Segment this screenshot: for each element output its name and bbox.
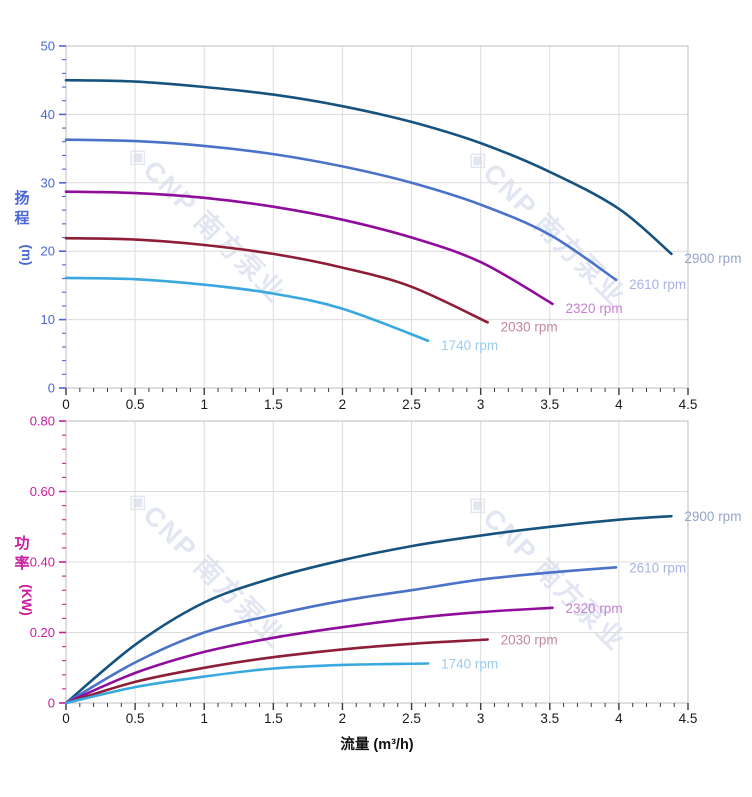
x-tick-label: 2.5 [402, 397, 421, 412]
head-curve-2610-rpm [64, 138, 618, 282]
plot-border [65, 45, 689, 389]
cnp-watermark: ◈CNP 南方泵业 [121, 138, 292, 309]
y-tick-label: 0.40 [30, 555, 55, 570]
power-curve-1740-rpm [64, 662, 430, 705]
y-axis-unit: (KW) [19, 584, 34, 615]
watermark-text: CNP 南方泵业 [137, 499, 292, 654]
x-tick-label: 4 [615, 711, 623, 726]
y-tick-label: 20 [41, 244, 55, 259]
rpm-label-2030-rpm: 2030 rpm [501, 633, 558, 648]
x-tick-label: 4.5 [679, 711, 698, 726]
rpm-label-2610-rpm: 2610 rpm [629, 560, 686, 575]
head-chart: ◈CNP 南方泵业 ◈CNP 南方泵业 0 0.5 1 1.5 2 2.5 3 3.5 4 4.5 0 1… [14, 39, 741, 413]
rpm-label-2900-rpm: 2900 rpm [684, 509, 741, 524]
y-tick-label: 30 [41, 175, 55, 190]
x-tick-label: 1.5 [264, 397, 283, 412]
x-tick-label: 1 [200, 711, 208, 726]
y-axis-title: 功 [14, 535, 29, 552]
rpm-label-2030-rpm: 2030 rpm [501, 319, 558, 334]
y-axis-title: 程 [14, 210, 29, 227]
cnp-watermark: ◈CNP 南方泵业 [461, 141, 632, 312]
y-tick-label: 40 [41, 107, 55, 122]
y-tick-label: 0.60 [30, 484, 55, 499]
head-curve-1740-rpm [64, 276, 430, 343]
power-curve-2030-rpm [64, 638, 489, 705]
y-tick-label: 10 [41, 312, 55, 327]
y-tick-label: 0.80 [30, 414, 55, 429]
y-axis-title: 扬 [14, 189, 29, 207]
head-curve-2320-rpm [64, 190, 554, 306]
head-curve-2030-rpm [64, 236, 489, 324]
y-tick-label: 50 [41, 39, 55, 54]
y-axis-unit: (m) [19, 245, 34, 266]
x-tick-label: 2 [339, 397, 347, 412]
rpm-label-2610-rpm: 2610 rpm [629, 277, 686, 292]
x-tick-label: 1 [200, 397, 208, 412]
y-axis-title: 率 [14, 554, 29, 572]
x-tick-label: 2.5 [402, 711, 421, 726]
x-tick-label: 0.5 [126, 711, 145, 726]
x-tick-label: 2 [339, 711, 347, 726]
y-tick-label: 0.20 [30, 625, 55, 640]
watermark-text: CNP 南方泵业 [477, 157, 632, 312]
rpm-label-1740-rpm: 1740 rpm [441, 657, 498, 672]
x-tick-label: 0.5 [126, 397, 145, 412]
x-axis-title: 流量 (m³/h) [340, 735, 413, 753]
rpm-label-1740-rpm: 1740 rpm [441, 338, 498, 353]
cnp-watermark: ◈CNP 南方泵业 [461, 486, 632, 657]
x-tick-label: 3.5 [540, 397, 559, 412]
cnp-watermark: ◈CNP 南方泵业 [121, 483, 292, 654]
rpm-label-2900-rpm: 2900 rpm [684, 251, 741, 266]
x-tick-label: 1.5 [264, 711, 283, 726]
power-curve-2320-rpm [64, 606, 554, 705]
x-tick-label: 3 [477, 397, 485, 412]
y-tick-label: 0 [48, 381, 55, 396]
x-tick-label: 0 [62, 397, 70, 412]
x-tick-label: 0 [62, 711, 70, 726]
rpm-label-2320-rpm: 2320 rpm [566, 301, 623, 316]
y-tick-label: 0 [48, 696, 55, 711]
power-chart: ◈CNP 南方泵业 ◈CNP 南方泵业 0 0.5 1 1.5 2 2.5 3 3.5 4 4.5 0 0… [14, 414, 741, 754]
power-curve-2610-rpm [64, 566, 618, 705]
head-curve-2900-rpm [64, 78, 673, 256]
rpm-label-2320-rpm: 2320 rpm [566, 601, 623, 616]
power-curve-2900-rpm [64, 514, 673, 705]
x-tick-label: 4 [615, 397, 623, 412]
x-tick-label: 3 [477, 711, 485, 726]
x-tick-label: 3.5 [540, 711, 559, 726]
x-tick-label: 4.5 [679, 397, 698, 412]
